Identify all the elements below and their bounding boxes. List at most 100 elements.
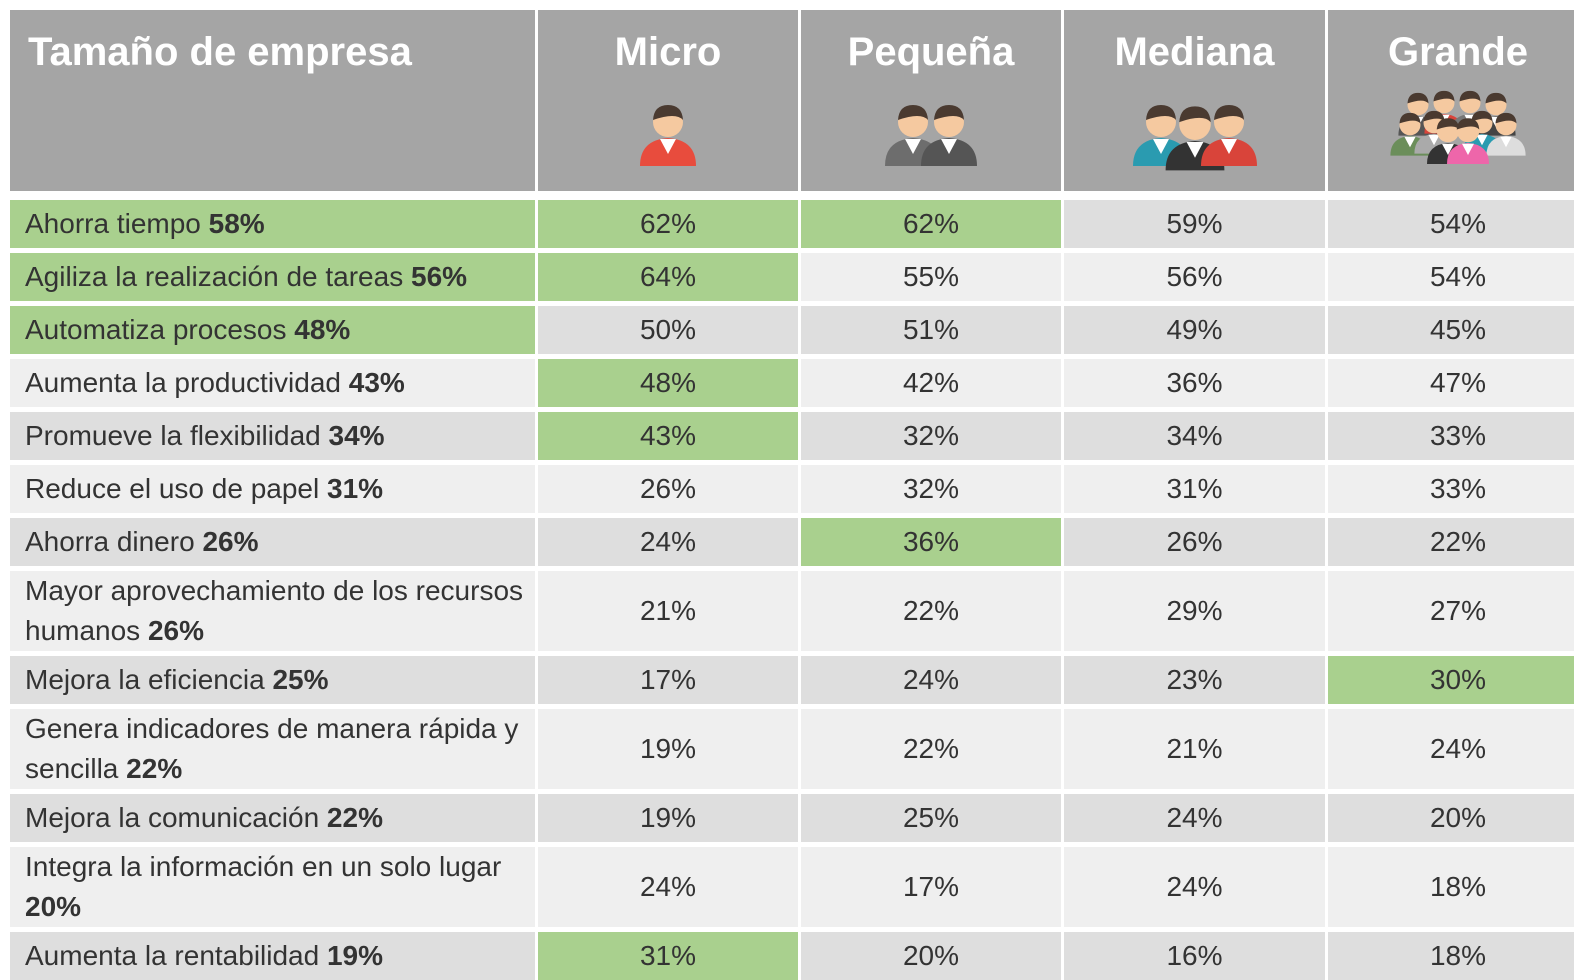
value-cell: 19% bbox=[538, 794, 798, 842]
value-cell: 42% bbox=[801, 359, 1061, 407]
value-cell: 45% bbox=[1328, 306, 1574, 354]
total: 26% bbox=[202, 526, 259, 557]
total: 20% bbox=[25, 891, 82, 922]
value-cell: 20% bbox=[801, 932, 1061, 980]
label-text: Ahorra dinero 26% bbox=[25, 522, 258, 562]
value-cell: 31% bbox=[538, 932, 798, 980]
value-cell: 62% bbox=[801, 200, 1061, 248]
value-cell: 47% bbox=[1328, 359, 1574, 407]
label-cell: Ahorra tiempo 58% bbox=[10, 200, 535, 248]
label: Ahorra tiempo bbox=[25, 208, 201, 239]
value-cell: 19% bbox=[538, 709, 798, 789]
value-cell: 23% bbox=[1064, 656, 1325, 704]
label-cell: Promueve la flexibilidad 34% bbox=[10, 412, 535, 460]
label-cell: Reduce el uso de papel 31% bbox=[10, 465, 535, 513]
value-cell: 24% bbox=[801, 656, 1061, 704]
value-cell: 22% bbox=[1328, 518, 1574, 566]
value-cell: 24% bbox=[1328, 709, 1574, 789]
label-text: Aumenta la rentabilidad 19% bbox=[25, 936, 383, 976]
value-cell: 59% bbox=[1064, 200, 1325, 248]
label: Reduce el uso de papel bbox=[25, 473, 320, 504]
label: Aumenta la rentabilidad bbox=[25, 940, 320, 971]
header-cell: Tamaño de empresa bbox=[10, 10, 535, 191]
total: 43% bbox=[348, 367, 405, 398]
total: 58% bbox=[208, 208, 265, 239]
label-text: Integra la información en un solo lugar … bbox=[25, 847, 527, 927]
label-text: Aumenta la productividad 43% bbox=[25, 363, 405, 403]
total: 22% bbox=[126, 753, 183, 784]
label: Mejora la comunicación bbox=[25, 802, 320, 833]
label: Genera indicadores de manera rápida y se… bbox=[25, 713, 519, 784]
value-cell: 33% bbox=[1328, 465, 1574, 513]
value-cell: 24% bbox=[1064, 847, 1325, 927]
total: 22% bbox=[326, 802, 383, 833]
label-cell: Integra la información en un solo lugar … bbox=[10, 847, 535, 927]
header-text: Mediana bbox=[1114, 30, 1275, 74]
icon bbox=[1132, 105, 1257, 171]
value-cell: 49% bbox=[1064, 306, 1325, 354]
value-cell: 54% bbox=[1328, 200, 1574, 248]
value-cell: 54% bbox=[1328, 253, 1574, 301]
value-cell: 32% bbox=[801, 465, 1061, 513]
label-cell: Mejora la comunicación 22% bbox=[10, 794, 535, 842]
label: Agiliza la realización de tareas bbox=[25, 261, 404, 292]
label-cell: Automatiza procesos 48% bbox=[10, 306, 535, 354]
label: Mejora la eficiencia bbox=[25, 664, 265, 695]
value-cell: 56% bbox=[1064, 253, 1325, 301]
label-cell: Aumenta la rentabilidad 19% bbox=[10, 932, 535, 980]
label-text: Automatiza procesos 48% bbox=[25, 310, 350, 350]
label-text: Agiliza la realización de tareas 56% bbox=[25, 257, 467, 297]
total: 34% bbox=[328, 420, 385, 451]
value-cell: 18% bbox=[1328, 847, 1574, 927]
label-cell: Agiliza la realización de tareas 56% bbox=[10, 253, 535, 301]
label: Ahorra dinero bbox=[25, 526, 195, 557]
value-cell: 31% bbox=[1064, 465, 1325, 513]
value-cell: 26% bbox=[1064, 518, 1325, 566]
value-cell: 64% bbox=[538, 253, 798, 301]
value-cell: 50% bbox=[538, 306, 798, 354]
total: 56% bbox=[411, 261, 468, 292]
value-cell: 43% bbox=[538, 412, 798, 460]
value-cell: 21% bbox=[1064, 709, 1325, 789]
value-cell: 62% bbox=[538, 200, 798, 248]
label: Automatiza procesos bbox=[25, 314, 287, 345]
value-cell: 22% bbox=[801, 571, 1061, 651]
value-cell: 48% bbox=[538, 359, 798, 407]
header-text: Grande bbox=[1387, 30, 1529, 74]
total: 25% bbox=[272, 664, 329, 695]
value-cell: 51% bbox=[801, 306, 1061, 354]
label-text: Mejora la comunicación 22% bbox=[25, 798, 383, 838]
label: Promueve la flexibilidad bbox=[25, 420, 321, 451]
label-cell: Mejora la eficiencia 25% bbox=[10, 656, 535, 704]
icon bbox=[1390, 90, 1526, 164]
header-text: Micro bbox=[614, 30, 722, 74]
icon bbox=[640, 105, 696, 166]
value-cell: 20% bbox=[1328, 794, 1574, 842]
label-text: Mayor aprovechamiento de los recursos hu… bbox=[25, 571, 527, 651]
label: Mayor aprovechamiento de los recursos hu… bbox=[25, 575, 524, 646]
value-cell: 17% bbox=[801, 847, 1061, 927]
total: 26% bbox=[147, 615, 205, 646]
header-cell: Mediana bbox=[1064, 10, 1325, 191]
total: 31% bbox=[327, 473, 384, 504]
header-text: Pequeña bbox=[847, 30, 1015, 74]
value-cell: 30% bbox=[1328, 656, 1574, 704]
value-cell: 33% bbox=[1328, 412, 1574, 460]
label-cell: Ahorra dinero 26% bbox=[10, 518, 535, 566]
label: Aumenta la productividad bbox=[25, 367, 341, 398]
value-cell: 36% bbox=[801, 518, 1061, 566]
label-text: Reduce el uso de papel 31% bbox=[25, 469, 383, 509]
value-cell: 16% bbox=[1064, 932, 1325, 980]
label-cell: Genera indicadores de manera rápida y se… bbox=[10, 709, 535, 789]
total: 48% bbox=[294, 314, 351, 345]
value-cell: 36% bbox=[1064, 359, 1325, 407]
label-text: Ahorra tiempo 58% bbox=[25, 204, 265, 244]
value-cell: 32% bbox=[801, 412, 1061, 460]
label-text: Mejora la eficiencia 25% bbox=[25, 660, 329, 700]
value-cell: 34% bbox=[1064, 412, 1325, 460]
header-text: Tamaño de empresa bbox=[28, 30, 412, 74]
label-text: Genera indicadores de manera rápida y se… bbox=[25, 709, 527, 789]
value-cell: 24% bbox=[538, 847, 798, 927]
icon bbox=[885, 105, 977, 166]
